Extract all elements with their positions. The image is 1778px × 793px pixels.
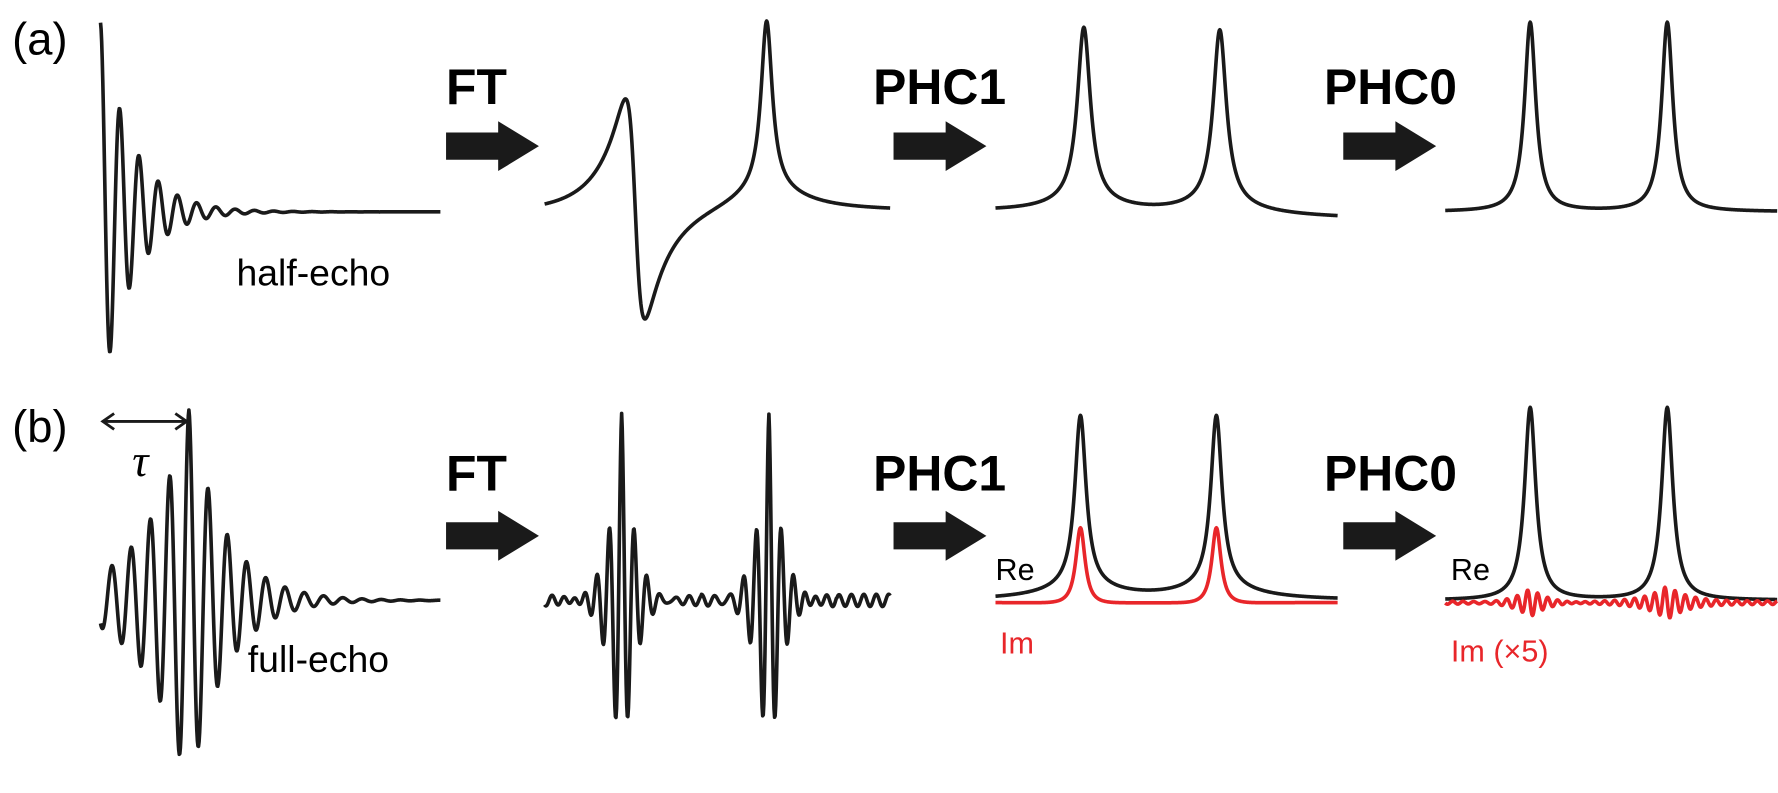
panel-label: (a) [12, 13, 67, 64]
trace [994, 25, 1339, 218]
legend-im: Im (×5) [1451, 635, 1549, 669]
echo-label: half-echo [236, 251, 390, 293]
step-label: PHC1 [873, 59, 1006, 115]
step-label: PHC0 [1324, 59, 1457, 115]
arrow [1343, 121, 1437, 172]
arrow [1343, 510, 1437, 561]
echo-label: full-echo [248, 638, 389, 680]
step-label: PHC0 [1324, 446, 1457, 502]
legend-re: Re [1451, 553, 1490, 587]
trace [1443, 20, 1778, 213]
tau: τ [132, 436, 150, 486]
arrow [446, 510, 539, 561]
step-label: FT [446, 59, 507, 115]
legend-im: Im [1000, 627, 1034, 661]
trace [994, 413, 1339, 600]
arrow [893, 510, 987, 561]
legend-re: Re [995, 553, 1034, 587]
trace [994, 526, 1339, 605]
step-label: FT [446, 446, 507, 502]
trace [98, 408, 442, 757]
trace [1443, 585, 1778, 620]
curves [98, 19, 1778, 757]
arrows [446, 121, 1437, 561]
tau-arrow [100, 412, 190, 431]
trace [543, 411, 892, 720]
trace [543, 19, 892, 321]
panel-label: (b) [12, 401, 67, 452]
trace [1443, 405, 1778, 602]
arrow [893, 121, 987, 172]
arrow [446, 121, 539, 172]
step-label: PHC1 [873, 446, 1006, 502]
trace [98, 22, 442, 354]
